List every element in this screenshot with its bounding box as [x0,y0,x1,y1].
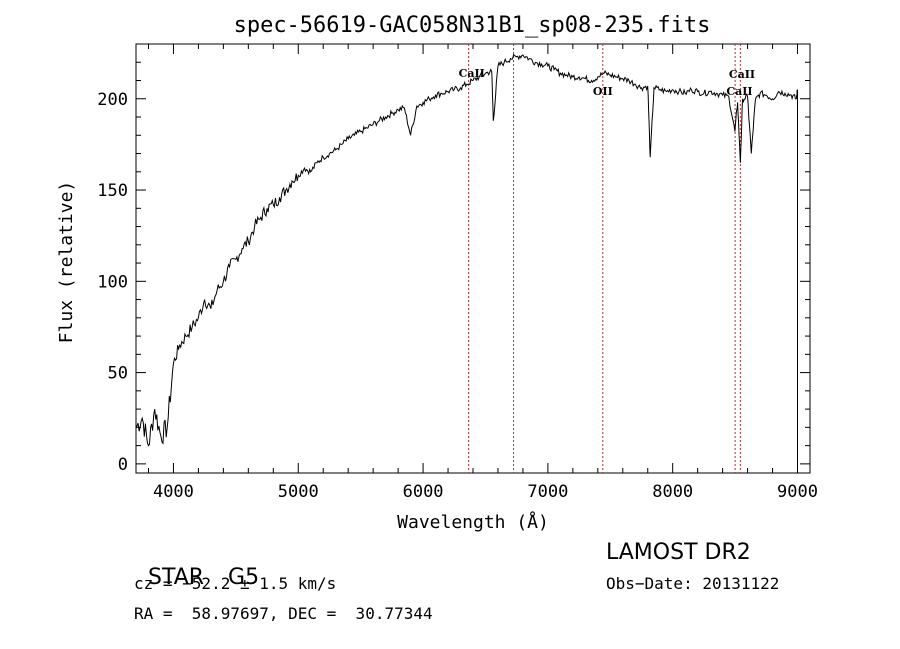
line-marker-label: OII [593,85,613,98]
line-marker-label: CaII [726,85,752,98]
y-tick-label: 200 [97,90,128,110]
line-marker-label: CaII [459,67,485,80]
x-tick-label: 9000 [777,482,818,502]
y-tick-label: 150 [97,181,128,201]
x-axis-label: Wavelength (Å) [397,511,549,533]
x-tick-label: 7000 [527,482,568,502]
coordinates-text: RA = 58.97697, DEC = 30.77344 [134,604,433,623]
x-tick-label: 8000 [652,482,693,502]
y-tick-label: 0 [118,455,128,475]
object-class: STAR G5 [134,540,259,590]
spectrum-line [135,53,798,473]
spectral-line-markers: CaII OII CaII CaII [459,44,755,473]
y-axis-label: Flux (relative) [56,181,77,344]
x-tick-label: 4000 [153,482,194,502]
line-marker-label: CaII [729,68,755,81]
y-tick-label: 50 [108,364,128,384]
chart-title: spec-56619-GAC058N31B1_sp08-235.fits [234,13,711,38]
survey-label: LAMOST DR2 [606,540,751,565]
x-tick-label: 5000 [278,482,319,502]
x-axis: 4000 5000 6000 7000 8000 9000 [147,44,818,502]
y-tick-label: 100 [97,272,128,292]
class-label: STAR [148,565,205,590]
obs-date-text: Obs−Date: 20131122 [606,574,780,593]
y-axis: 0 50 100 150 200 [97,61,810,475]
redshift-text: cz = −52.2 ± 1.5 km/s [134,574,337,593]
subclass-label: G5 [228,565,260,590]
x-tick-label: 6000 [403,482,444,502]
